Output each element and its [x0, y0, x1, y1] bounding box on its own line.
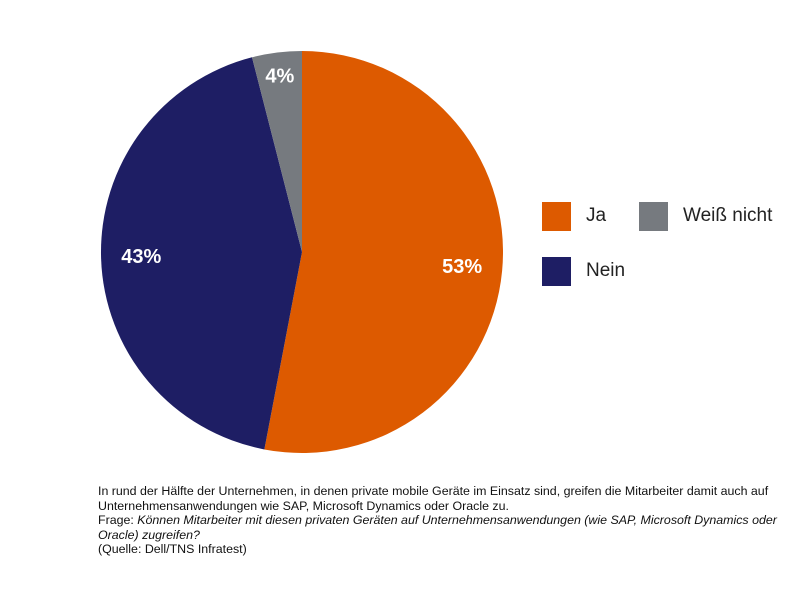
pie-slice-label-nein: 43%	[121, 246, 161, 268]
pie-slice-ja	[264, 51, 504, 453]
caption-question-line: Frage: Können Mitarbeiter mit diesen pri…	[98, 513, 788, 542]
legend-swatch-weiss-nicht	[639, 201, 668, 231]
caption-question: Können Mitarbeiter mit diesen privaten G…	[98, 513, 777, 542]
legend-label-nein: Nein	[586, 260, 626, 281]
caption-source: (Quelle: Dell/TNS Infratest)	[98, 542, 247, 557]
caption-text: In rund der Hälfte der Unternehmen, in d…	[98, 484, 769, 513]
chart-caption: In rund der Hälfte der Unternehmen, in d…	[98, 484, 788, 557]
pie-slice-label-ja: 53%	[442, 256, 482, 278]
legend-swatch-ja	[542, 201, 571, 231]
legend-item-weiss-nicht: Weiß nicht	[639, 201, 772, 231]
caption-question-prefix: Frage:	[98, 513, 138, 528]
legend-label-ja: Ja	[586, 205, 607, 226]
chart-legend: Ja Weiß nicht Nein	[542, 201, 792, 291]
pie-slice-nein	[100, 57, 303, 450]
legend-label-weiss-nicht: Weiß nicht	[683, 205, 773, 226]
legend-item-ja: Ja	[542, 201, 606, 231]
legend-swatch-nein	[542, 256, 571, 286]
legend-item-nein: Nein	[542, 256, 625, 286]
pie-slice-labels: 53% 43% 4%	[121, 66, 482, 279]
pie-slices	[100, 51, 504, 453]
pie-slice-label-weiss-nicht: 4%	[265, 66, 294, 88]
pie-slice-weiss-nicht	[252, 51, 302, 252]
